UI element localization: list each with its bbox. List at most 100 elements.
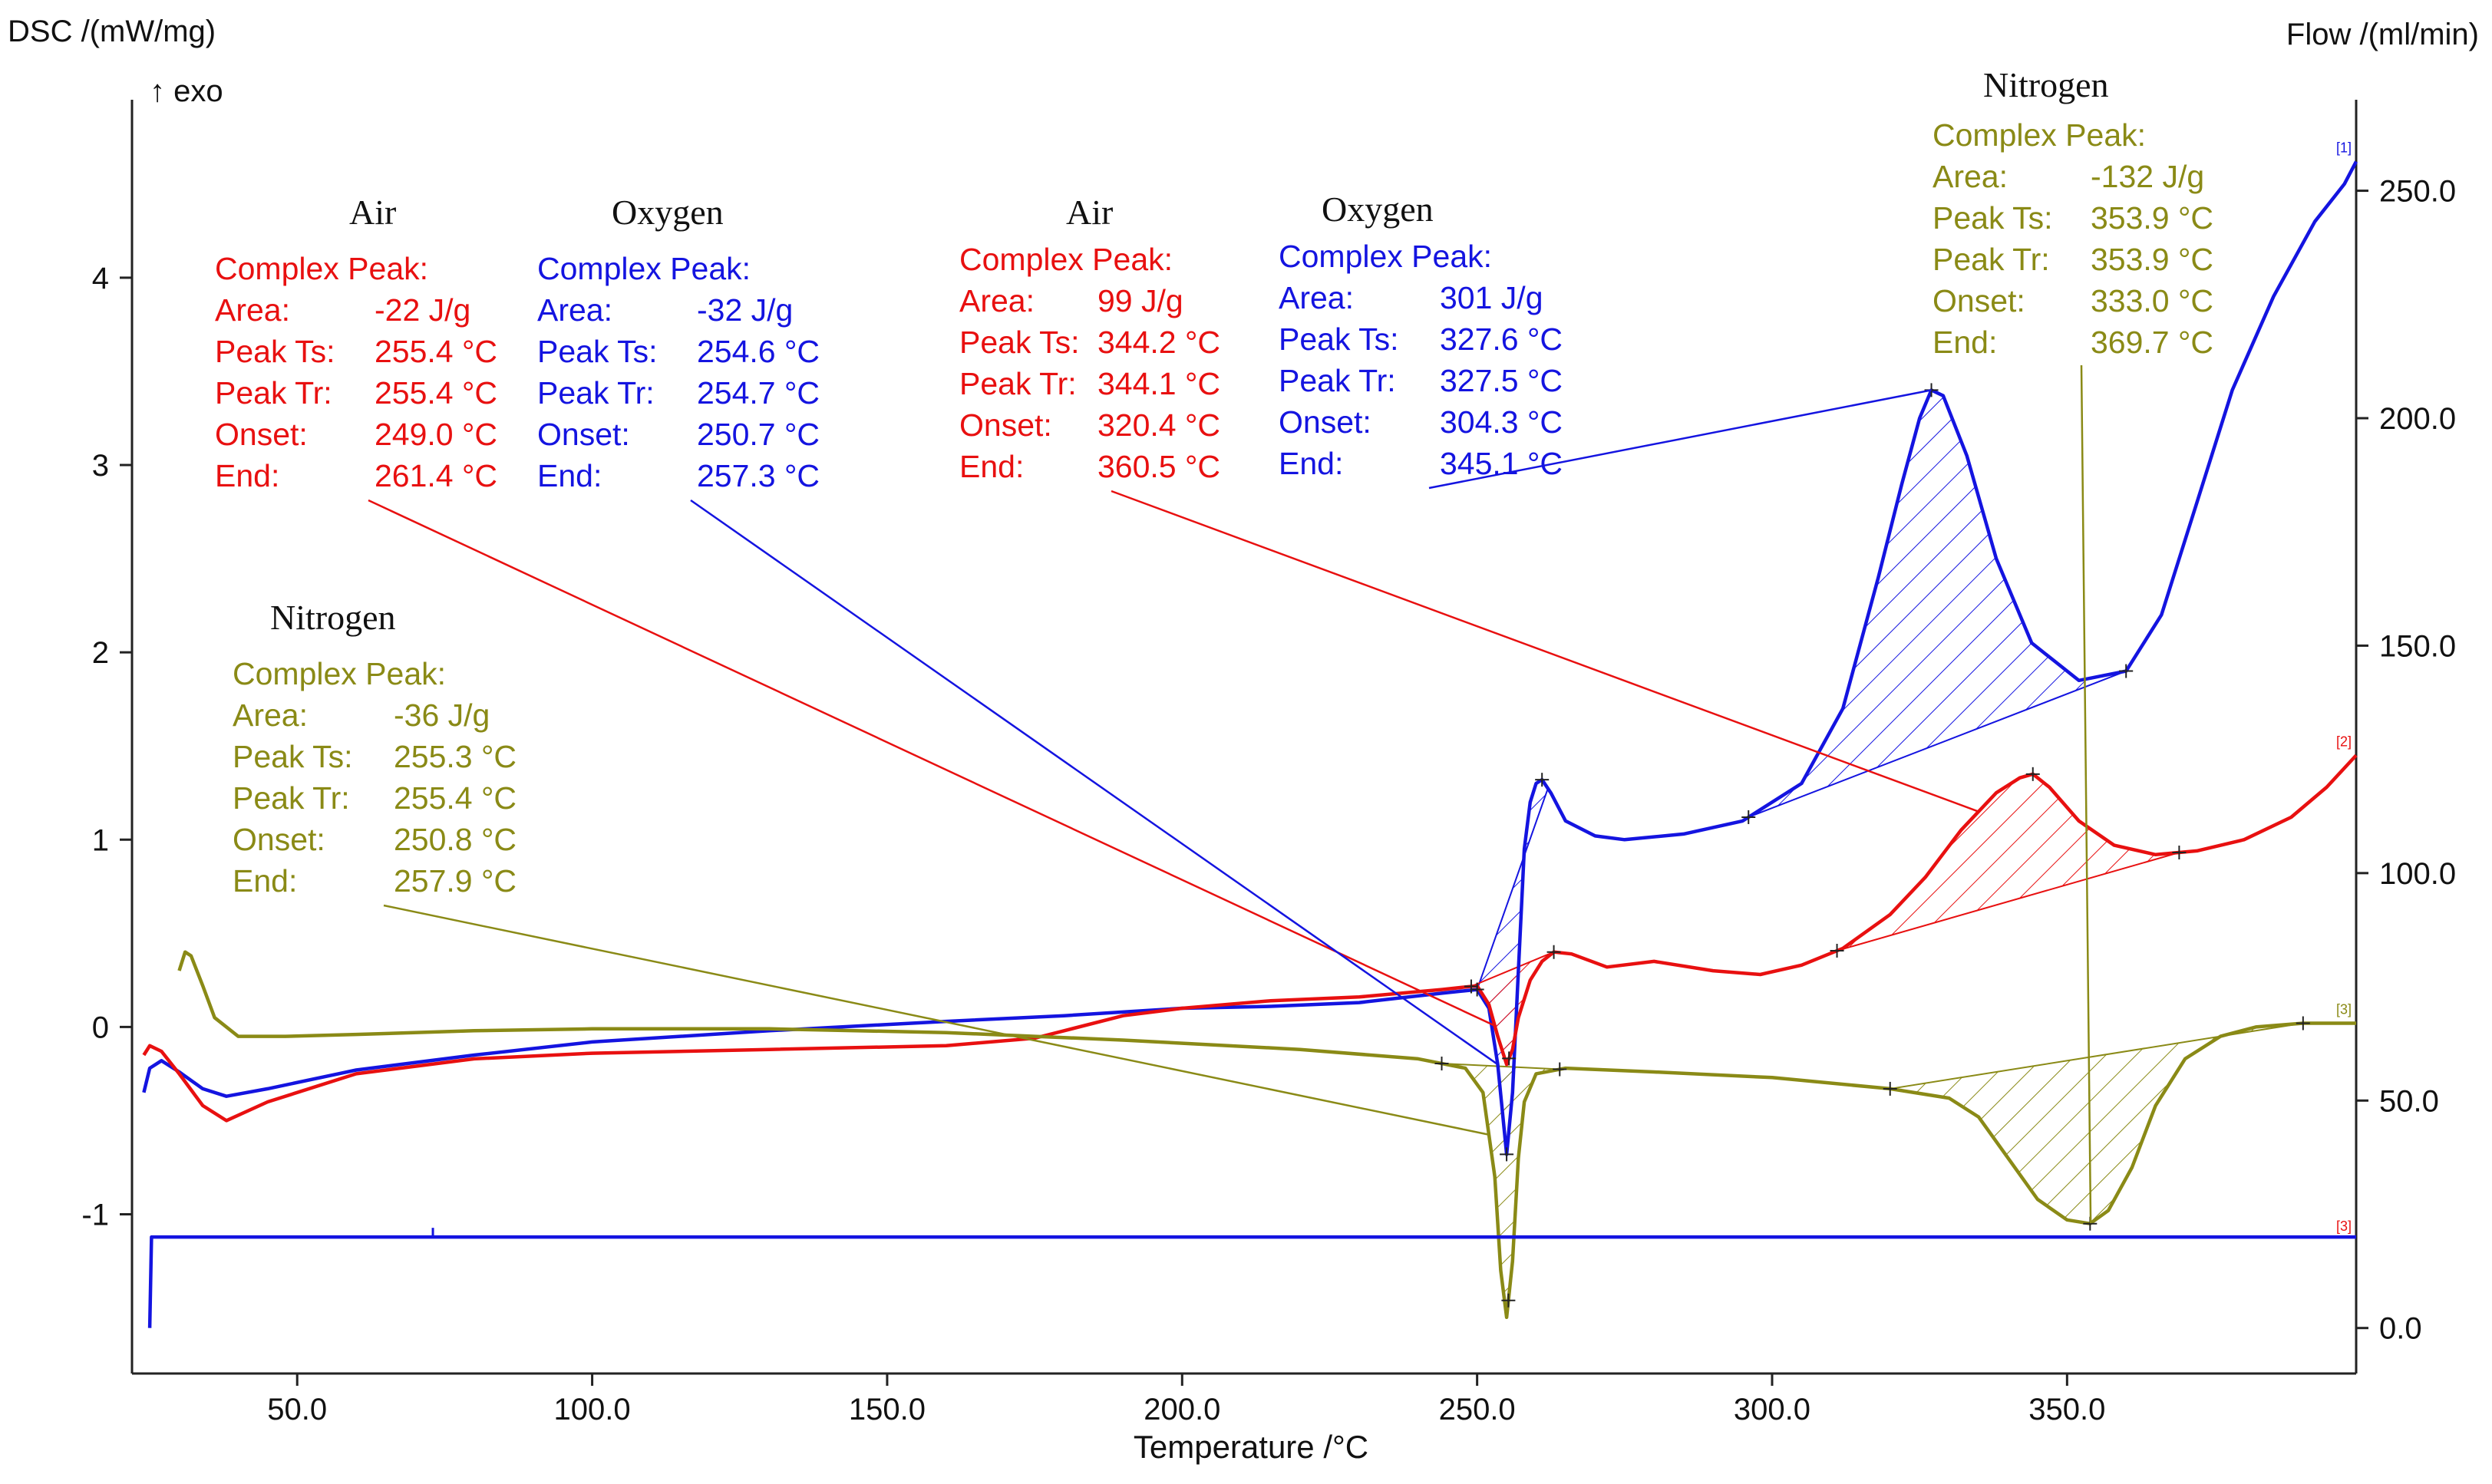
annotation-oxygen-high: Oxygen Complex Peak: Area: 301 J/g Peak … [1279,190,1563,481]
annotation-heading: Complex Peak: [959,242,1173,277]
annotation-title: Nitrogen [1983,65,2109,104]
peak-marker [1546,945,1561,959]
series-end-marker: [3] [2336,1002,2352,1017]
y-left-tick-label: 4 [92,262,109,295]
peak-marker [1553,1062,1567,1077]
annotation-row-value: 257.9 °C [394,863,517,899]
annotation-row-label: Peak Ts: [959,325,1080,360]
annotation-row-value: 327.5 °C [1440,363,1563,398]
y-right-tick-label: 100.0 [2379,857,2456,891]
annotation-heading: Complex Peak: [215,251,428,286]
annotation-heading: Complex Peak: [1933,117,2146,153]
y-left-tick-label: 3 [92,449,109,483]
annotation-row-label: End: [215,458,279,493]
air-dsc-line [142,754,2358,1123]
peak-marker [1502,1051,1517,1066]
annotation-nitrogen-high: Nitrogen Complex Peak: Area: -132 J/g Pe… [1933,65,2213,360]
y-left-tick-label: -1 [81,1199,109,1232]
annotation-title: Air [349,193,396,232]
annotation-row-label: Area: [1279,280,1354,315]
annotation-row-label: Onset: [233,822,325,857]
annotation-row-value: 250.7 °C [697,417,820,452]
annotation-row-value: 254.6 °C [697,334,820,369]
y-axis-right-label: Flow /(ml/min) [2286,18,2479,51]
annotation-row-value: 255.4 °C [375,334,497,369]
annotation-row-value: 249.0 °C [375,417,497,452]
peak-marker [1464,979,1478,994]
annotation-row-label: Peak Tr: [233,780,350,816]
annotation-row-label: Peak Tr: [1279,363,1396,398]
peak-hatch-area [1477,780,1548,1152]
annotation-row-value: 257.3 °C [697,458,820,493]
annotation-title: Oxygen [1322,190,1434,229]
annotation-row-label: Onset: [1933,283,2025,318]
annotation-row-label: End: [537,458,602,493]
annotation-heading: Complex Peak: [233,656,446,691]
annotation-row-value: 344.1 °C [1097,366,1220,401]
annotation-row-value: 250.8 °C [394,822,517,857]
annotation-row-label: Area: [959,283,1035,318]
x-tick-label: 200.0 [1144,1393,1220,1426]
peak-marker [1741,810,1756,824]
x-tick-label: 150.0 [849,1393,926,1426]
annotation-oxygen-low: Oxygen Complex Peak: Area: -32 J/g Peak … [537,193,820,493]
annotation-title: Nitrogen [270,598,396,637]
peak-marker [2296,1016,2310,1031]
peak-hatch-area [1748,391,2127,817]
series-end-marker: [2] [2336,734,2352,749]
y-left-tick-label: 0 [92,1011,109,1044]
x-tick-label: 250.0 [1439,1393,1516,1426]
y-right-tick-label: 250.0 [2379,175,2456,209]
peak-marker [2172,846,2187,860]
annotation-row-label: End: [233,863,297,899]
annotation-row-label: End: [1933,325,1997,360]
peak-hatch-area [1837,774,2180,951]
annotation-row-value: -22 J/g [375,292,470,328]
peak-baseline [1476,788,1549,990]
peak-marker [1470,982,1484,997]
leader-line [1428,389,1932,490]
annotation-row-label: Area: [537,292,612,328]
annotation-row-label: Peak Tr: [537,375,655,411]
annotation-row-label: Peak Ts: [233,739,353,774]
annotation-title: Oxygen [612,193,724,232]
annotation-heading: Complex Peak: [537,251,751,286]
exo-label: ↑ exo [150,74,223,108]
annotation-row-label: Area: [1933,159,2008,194]
leader-line [368,499,1496,1027]
leader-line-layer [368,364,2092,1224]
annotation-air-low: Air Complex Peak: Area: -22 J/g Peak Ts:… [215,193,497,493]
peak-marker [1535,773,1550,787]
annotation-row-label: Area: [233,697,308,733]
annotation-row-label: Peak Ts: [537,334,658,369]
peak-hatch-area [1470,951,1554,1064]
annotation-row-label: Area: [215,292,290,328]
series-end-marker: [3] [2336,1219,2352,1234]
annotation-row-value: 344.2 °C [1097,325,1220,360]
annotation-row-value: 353.9 °C [2091,200,2213,236]
annotation-row-value: -36 J/g [394,697,490,733]
peak-marker [1883,1081,1897,1096]
annotation-heading: Complex Peak: [1279,239,1492,274]
y-right-tick-label: 50.0 [2379,1084,2439,1118]
annotation-nitrogen-low: Nitrogen Complex Peak: Area: -36 J/g Pea… [233,598,517,899]
x-axis-label: Temperature /°C [1134,1429,1368,1465]
peak-marker [1830,943,1844,958]
axes: 50.0 100.0 150.0 200.0 250.0 300.0 350.0-10123… [81,100,2456,1426]
annotation-row-value: 255.4 °C [394,780,517,816]
peak-hatch-area [1441,1063,1560,1317]
annotation-row-value: 301 J/g [1440,280,1543,315]
peak-baseline [1837,852,2180,951]
annotation-row-label: End: [1279,446,1343,481]
peak-marker [2025,767,2040,781]
y-left-tick-label: 1 [92,823,109,857]
annotation-row-label: Peak Ts: [1279,322,1399,357]
y-right-tick-label: 200.0 [2379,402,2456,436]
annotation-row-label: Peak Ts: [1933,200,2053,236]
peak-baseline [1748,670,2127,818]
annotation-row-label: Peak Ts: [215,334,335,369]
annotation-row-value: 304.3 °C [1440,404,1563,440]
annotation-row-label: Peak Tr: [215,375,332,411]
annotation-row-value: 261.4 °C [375,458,497,493]
annotation-row-label: Onset: [537,417,630,452]
